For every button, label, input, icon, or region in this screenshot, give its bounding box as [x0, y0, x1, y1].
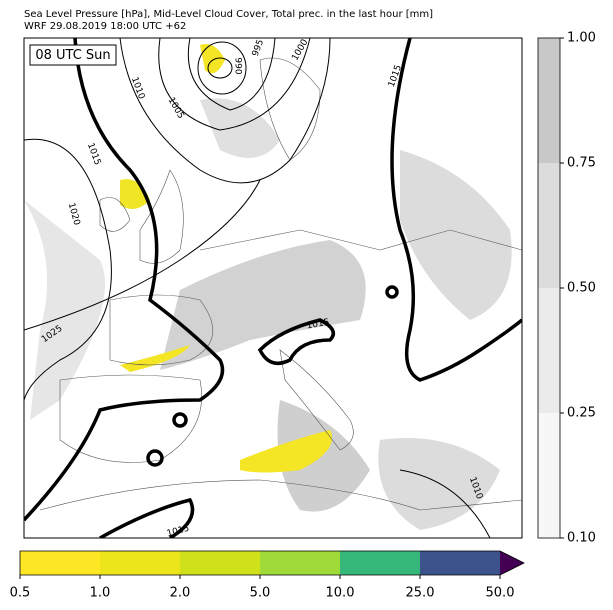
colorbar-tick-label: 5.0	[250, 586, 271, 601]
colorbar-extension	[500, 551, 524, 575]
colorbar-segment	[420, 551, 500, 575]
colorbar-tick-label: 0.10	[567, 531, 596, 546]
cloud-area	[378, 438, 500, 530]
precip-area	[120, 179, 150, 209]
map-frame	[23, 37, 523, 539]
isobar	[99, 497, 195, 538]
cloud-colorbar	[537, 37, 561, 539]
colorbar-segment	[260, 551, 341, 575]
map-layer	[24, 38, 522, 538]
colorbar-tick-label: 0.75	[567, 156, 596, 171]
isobar	[197, 41, 247, 95]
colorbar-tick-label: 1.00	[567, 31, 596, 46]
precip-colorbar	[19, 550, 525, 576]
colorbar-tick-label: 2.0	[170, 586, 191, 601]
isobar	[399, 469, 491, 538]
time-label: 08 UTC Sun	[35, 48, 110, 63]
isobar	[24, 138, 112, 401]
isobars	[24, 38, 491, 538]
cloud-area	[160, 240, 366, 370]
colorbar-tick-label: 10.0	[326, 586, 355, 601]
isobar	[24, 38, 225, 522]
coastline	[139, 169, 184, 264]
colorbar-tick-label: 1.0	[90, 586, 111, 601]
precip-area	[200, 44, 225, 74]
colorbar-segment	[538, 163, 560, 288]
cloud-area	[24, 200, 105, 420]
coastline	[279, 349, 354, 451]
colorbar-segment	[20, 551, 101, 575]
isobar	[187, 38, 276, 111]
colorbar-segment	[538, 38, 560, 163]
contour-label: 1015	[306, 318, 330, 332]
isobar	[257, 318, 336, 366]
colorbar-segment	[538, 413, 560, 538]
cloud-area	[200, 98, 280, 158]
colorbar-tick-label: 50.0	[486, 586, 515, 601]
isobar	[390, 38, 522, 382]
isobar	[385, 285, 399, 299]
coastline	[39, 479, 522, 511]
colorbar-tick-label: 25.0	[406, 586, 435, 601]
cloud-area	[277, 400, 370, 512]
isobar	[207, 57, 233, 79]
isobar	[24, 179, 261, 331]
time-label-box	[29, 44, 117, 66]
colorbar-segment	[100, 551, 181, 575]
colorbar-frame	[19, 550, 525, 576]
coastline	[109, 294, 214, 366]
title: Sea Level Pressure [hPa], Mid-Level Clou…	[24, 9, 433, 20]
subtitle: WRF 29.08.2019 18:00 UTC +62	[24, 21, 186, 32]
precip-area	[120, 345, 190, 372]
contour-label: 990	[233, 57, 243, 74]
border	[199, 229, 522, 251]
isobar	[158, 38, 311, 131]
colorbar-segment	[180, 551, 261, 575]
colorbar-segment	[340, 551, 421, 575]
cloud-area	[400, 150, 512, 320]
colorbar-tick-label: 0.50	[567, 281, 596, 296]
colorbar-segment	[538, 288, 560, 413]
precip-area	[240, 430, 332, 473]
isobar	[146, 449, 164, 467]
isobar	[172, 412, 188, 428]
coastline	[59, 374, 202, 463]
isobar	[119, 38, 331, 184]
isobars-1015	[24, 38, 522, 538]
colorbar-tick-label: 0.5	[10, 586, 31, 601]
colorbar-tick-label: 0.25	[567, 406, 596, 421]
